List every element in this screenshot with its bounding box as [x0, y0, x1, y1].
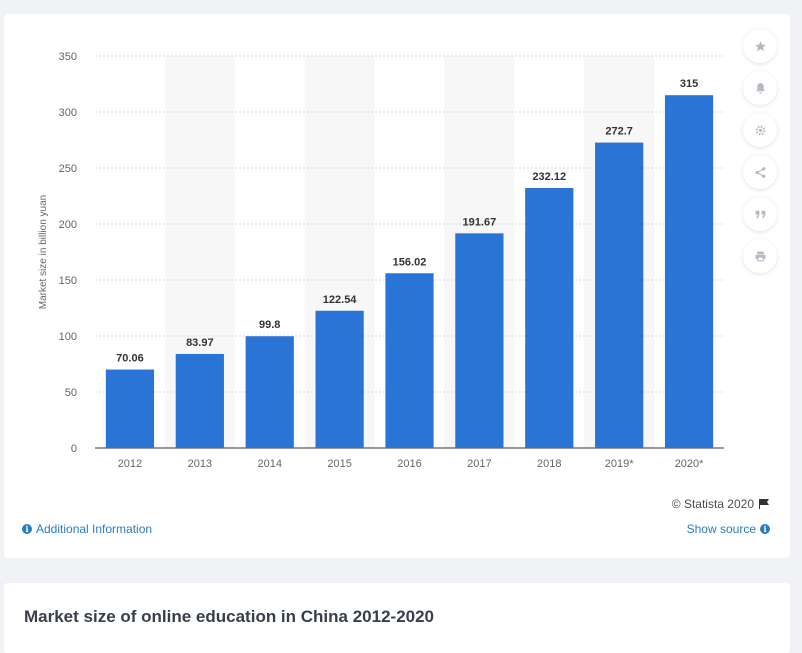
data-label: 232.12: [532, 171, 566, 183]
y-tick-label: 350: [59, 51, 77, 63]
data-label: 122.54: [323, 294, 358, 306]
x-tick-label: 2018: [537, 458, 561, 470]
show-source-link[interactable]: Show source i: [687, 522, 770, 536]
bar-2020*: [664, 95, 714, 448]
title-card: Market size of online education in China…: [4, 583, 790, 653]
chart-card: 0 50 100 150 200 250 300 350 70.06 2012 83.97 2013 9…: [4, 14, 790, 558]
bar-2015: [315, 310, 364, 448]
bar-chart: 0 50 100 150 200 250 300 350 70.06 2012 83.97 2013 9…: [38, 51, 724, 470]
x-tick-label: 2014: [257, 458, 281, 470]
data-label: 70.06: [116, 353, 144, 365]
bell-icon[interactable]: [743, 71, 777, 105]
additional-information-label: Additional Information: [36, 522, 153, 536]
x-tick-label: 2012: [118, 458, 142, 470]
y-tick-label: 50: [65, 387, 77, 399]
x-tick-label: 2016: [397, 458, 421, 470]
bar-2017: [455, 233, 504, 448]
y-tick-label: 300: [59, 107, 77, 119]
info-icon: i: [22, 524, 32, 534]
data-label: 191.67: [463, 216, 497, 228]
info-icon: i: [760, 524, 770, 534]
chart-tools: [743, 29, 783, 281]
data-label: 315: [680, 78, 698, 90]
bar-2013: [175, 353, 224, 448]
bar-2012: [105, 369, 155, 448]
data-label: 99.8: [259, 319, 280, 331]
y-tick-label: 200: [59, 219, 77, 231]
data-label: 83.97: [186, 337, 214, 349]
statista-credit[interactable]: © Statista 2020: [672, 497, 770, 511]
show-source-label: Show source: [686, 522, 756, 536]
gear-icon[interactable]: [743, 113, 777, 147]
x-tick-label: 2019*: [605, 458, 634, 470]
credit-text: © Statista 2020: [671, 497, 754, 511]
bar-2018: [525, 188, 574, 448]
data-label: 272.7: [605, 126, 633, 138]
additional-information-link[interactable]: i Additional Information: [22, 522, 152, 536]
flag-icon: [759, 499, 769, 509]
page-title: Market size of online education in China…: [24, 607, 435, 626]
y-tick-label: 150: [59, 275, 77, 287]
y-tick-label: 0: [71, 443, 77, 455]
y-tick-label: 250: [59, 163, 77, 175]
data-label: 156.02: [393, 256, 427, 268]
print-icon[interactable]: [743, 239, 777, 273]
share-icon[interactable]: [743, 155, 777, 189]
y-tick-label: 100: [59, 331, 77, 343]
quote-icon[interactable]: [743, 197, 777, 231]
x-tick-label: 2015: [327, 458, 351, 470]
star-icon[interactable]: [743, 29, 777, 63]
bar-2016: [385, 273, 434, 448]
bar-2014: [245, 336, 294, 448]
x-tick-label: 2020*: [675, 458, 704, 470]
x-tick-label: 2013: [188, 458, 212, 470]
bar-2019*: [595, 142, 644, 449]
y-axis-label: Market size in billion yuan: [38, 195, 49, 310]
x-tick-label: 2017: [467, 458, 491, 470]
